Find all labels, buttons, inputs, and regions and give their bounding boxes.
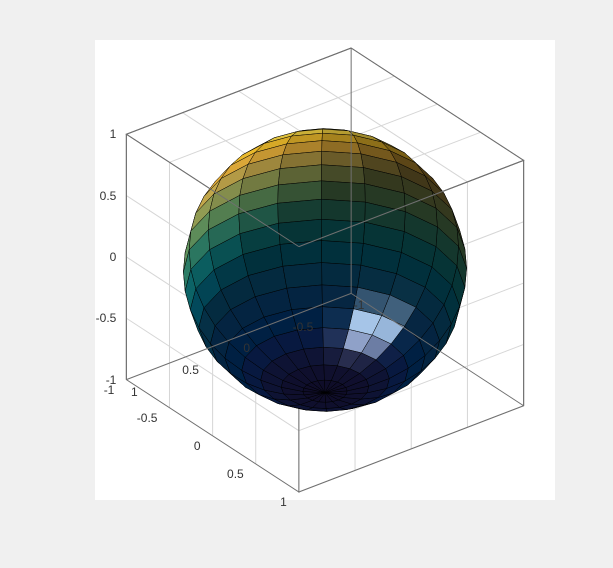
z-tick-label: -0.5 — [96, 311, 117, 325]
x-tick-label: 0 — [243, 341, 250, 355]
y-tick-label: -0.5 — [137, 411, 158, 425]
y-tick-label: -1 — [104, 383, 115, 397]
y-tick-label: 0.5 — [227, 467, 244, 481]
sphere-surface-canvas — [95, 40, 555, 500]
figure: -1-0.500.51-1-0.500.51-1-0.500.51 — [0, 0, 613, 568]
z-tick-label: 0.5 — [100, 189, 117, 203]
z-tick-label: 1 — [110, 127, 117, 141]
x-tick-label: -0.5 — [293, 320, 314, 334]
axes-3d — [95, 40, 555, 500]
y-tick-label: 0 — [194, 439, 201, 453]
x-tick-label: 0.5 — [182, 363, 199, 377]
x-tick-label: 1 — [131, 385, 138, 399]
x-tick-label: -1 — [354, 298, 365, 312]
z-tick-label: 0 — [110, 250, 117, 264]
y-tick-label: 1 — [280, 495, 287, 509]
